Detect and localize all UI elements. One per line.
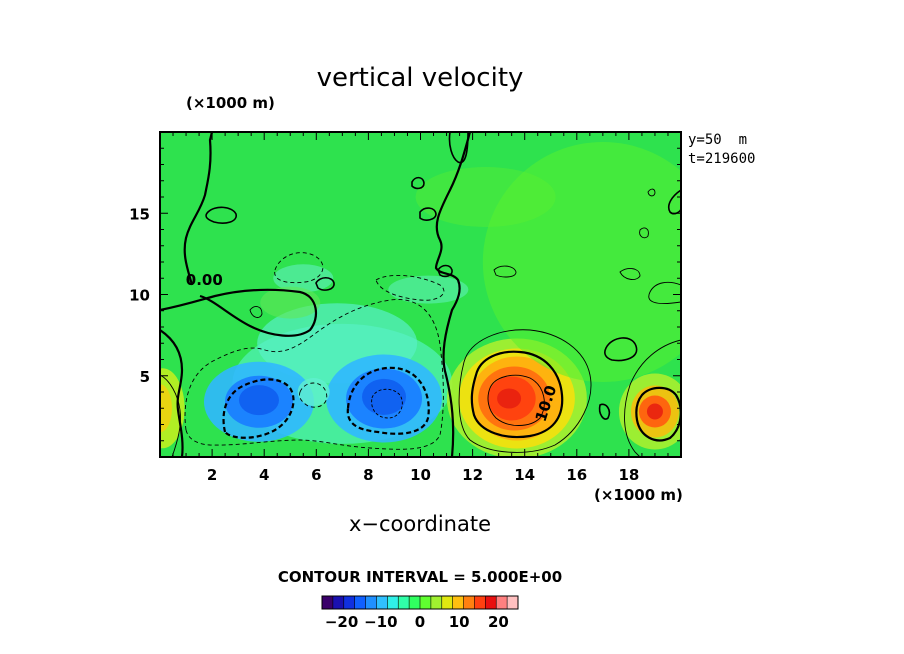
colorbar-swatch-1 xyxy=(332,596,345,609)
y-tick-labels: 5 10 15 xyxy=(129,205,150,386)
contour-loop-9 xyxy=(639,227,649,239)
contour-upper-right-2 xyxy=(667,189,681,215)
heatmap-blob-21 xyxy=(646,403,663,420)
colorbar-tick-label-4: 20 xyxy=(488,613,509,631)
heatmap-blob-17 xyxy=(497,388,522,409)
contour-loop-7 xyxy=(493,265,517,278)
contour-neg10-left xyxy=(222,378,295,439)
colorbar-swatch-8 xyxy=(409,596,421,609)
contour-loop-1 xyxy=(205,206,237,224)
x-axis-unit: (×1000 m) xyxy=(594,486,683,504)
y-tick-label-0: 5 xyxy=(140,368,150,386)
colorbar-swatch-0 xyxy=(322,596,334,609)
y-tick-label-2: 15 xyxy=(129,205,150,223)
heatmap-blob-23 xyxy=(160,384,172,433)
x-tick-label-3: 8 xyxy=(363,466,373,484)
x-tick-label-2: 6 xyxy=(311,466,321,484)
y-tick-label-1: 10 xyxy=(129,287,150,305)
heatmap-blob-25 xyxy=(415,167,556,227)
colorbar-tick-label-1: −10 xyxy=(364,613,397,631)
colorbar-swatch-13 xyxy=(463,596,475,609)
x-tick-label-6: 14 xyxy=(514,466,535,484)
y-axis-unit: (×1000 m) xyxy=(186,94,275,112)
contour-left-small xyxy=(249,306,263,318)
heatmap-blob-9 xyxy=(273,264,334,293)
x-axis-label: x−coordinate xyxy=(349,512,491,536)
colorbar-tick-label-0: −20 xyxy=(325,613,358,631)
colorbar-swatch-5 xyxy=(376,596,388,609)
colorbar-swatch-9 xyxy=(420,596,432,609)
contour-loop-6 xyxy=(437,264,453,278)
contour-loop-8 xyxy=(647,188,656,197)
contour-pos5-right xyxy=(624,339,681,457)
colorbar-swatch-6 xyxy=(387,596,399,609)
contour-right-lower-small xyxy=(598,403,611,420)
colorbar-swatch-16 xyxy=(496,596,508,609)
x-tick-labels: 2 4 6 8 10 12 14 16 18 xyxy=(207,466,639,484)
contour-neg15-right xyxy=(371,388,403,419)
colorbar-swatch-11 xyxy=(441,596,454,609)
x-tick-label-7: 16 xyxy=(566,466,587,484)
x-tick-label-0: 2 xyxy=(207,466,217,484)
heatmap-blob-10 xyxy=(388,275,469,304)
contour-neg5-big xyxy=(184,299,444,450)
x-tick-label-1: 4 xyxy=(259,466,269,484)
contour-neg10-right xyxy=(346,366,430,435)
contour-loop-4 xyxy=(604,337,638,362)
contour-interval-text: CONTOUR INTERVAL = 5.000E+00 xyxy=(278,568,562,586)
contour-loop-2 xyxy=(419,207,437,221)
contour-pos5-left xyxy=(160,374,181,457)
colorbar-tick-labels: −20 −10 0 10 20 xyxy=(325,613,509,631)
contour-neg5-upper2 xyxy=(375,275,445,301)
x-tick-label-5: 12 xyxy=(462,466,483,484)
contour-lines xyxy=(160,132,681,457)
annotation-y-location: y=50 m xyxy=(688,132,747,148)
chart-title: vertical velocity xyxy=(317,63,524,93)
contour-loop-10 xyxy=(619,268,641,280)
colorbar-swatch-3 xyxy=(354,596,367,609)
colorbar-swatch-7 xyxy=(398,596,410,609)
heatmap-blob-4 xyxy=(238,385,279,416)
colorbar-swatch-2 xyxy=(343,596,356,609)
contour-label-0: 0.00 xyxy=(186,271,223,289)
contour-pos15-updraft xyxy=(487,374,545,426)
contour-neg5-small xyxy=(299,382,328,408)
contour-loop-3 xyxy=(411,176,425,190)
colorbar-swatch-12 xyxy=(452,596,465,609)
heatmap-blob-24 xyxy=(482,142,681,382)
contour-pos5-updraft xyxy=(458,329,592,453)
contour-upper-right xyxy=(648,281,681,304)
colorbar-swatch-15 xyxy=(485,596,497,609)
contour-pos10-updraft xyxy=(470,350,564,439)
axis-ticks xyxy=(159,131,682,458)
heatmap-blob-7 xyxy=(362,378,407,415)
contour-zero-left-arm xyxy=(183,132,214,286)
contour-loop-5 xyxy=(315,276,335,291)
colorbar-swatch-10 xyxy=(430,596,443,609)
colorbar-swatch-4 xyxy=(365,596,377,609)
contour-neg5-upper xyxy=(274,252,324,284)
x-tick-label-8: 18 xyxy=(618,466,639,484)
annotation-time: t=219600 xyxy=(688,151,755,167)
x-tick-label-4: 10 xyxy=(410,466,431,484)
contour-top-center xyxy=(448,132,469,164)
colorbar-swatch-17 xyxy=(507,596,519,609)
contour-zero-main xyxy=(160,288,318,337)
contour-pos10-right xyxy=(635,386,681,442)
colorbar xyxy=(321,595,519,610)
colorbar-swatch-14 xyxy=(474,596,486,609)
contour-zero-lower-left xyxy=(160,329,184,457)
colorbar-tick-label-2: 0 xyxy=(415,613,425,631)
colorbar-tick-label-3: 10 xyxy=(449,613,470,631)
